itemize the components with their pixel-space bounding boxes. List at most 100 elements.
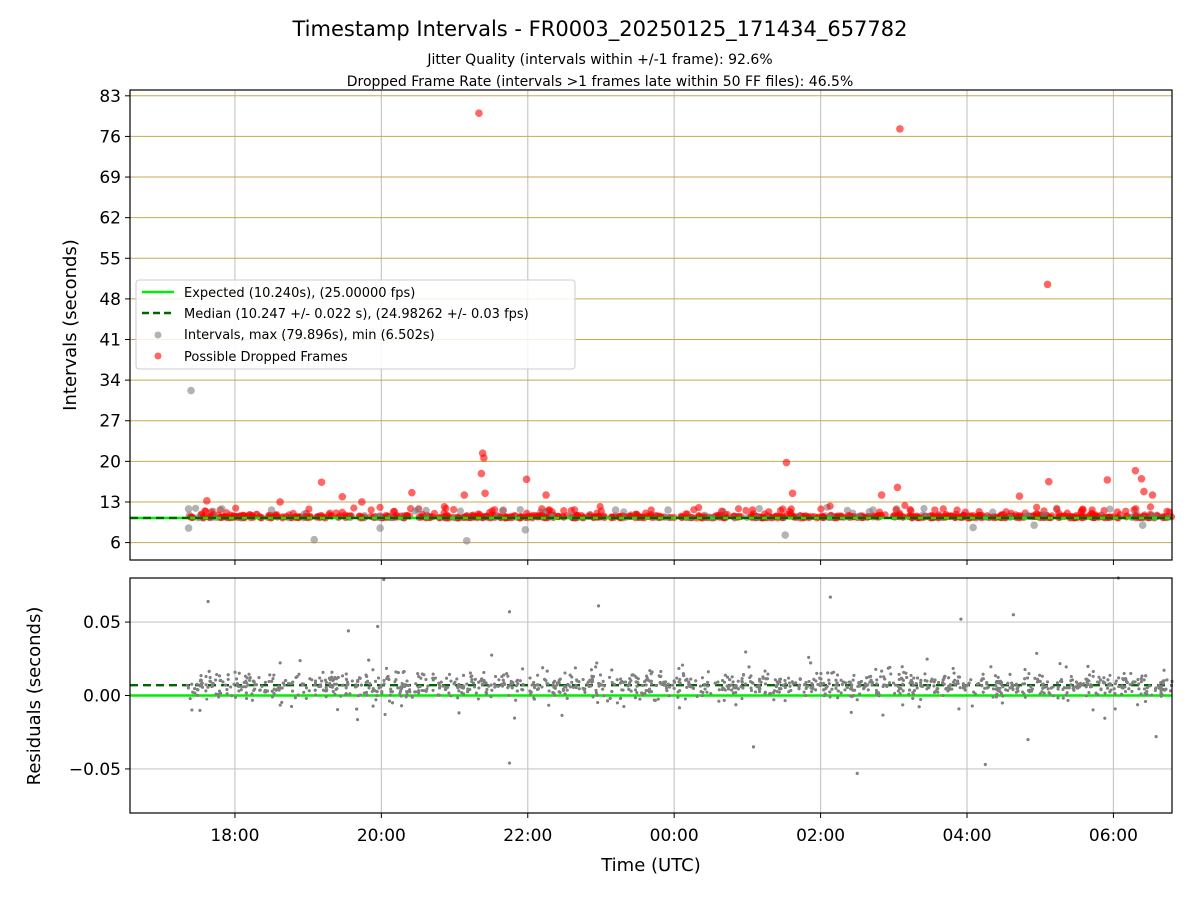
residual-band-point	[728, 678, 732, 682]
residual-band-point	[885, 685, 889, 689]
residual-band-point	[991, 687, 995, 691]
residual-band-point	[1023, 677, 1027, 681]
residual-band-point	[1128, 683, 1132, 687]
residual-band-point	[215, 673, 219, 677]
residual-band-point	[706, 684, 710, 688]
residual-band-point	[1113, 682, 1117, 686]
residual-band-point	[763, 690, 767, 694]
residual-band-point	[602, 694, 606, 698]
residual-band-point	[644, 678, 648, 682]
residual-band-point	[722, 687, 726, 691]
residual-band-point	[1131, 680, 1135, 684]
residual-band-point	[866, 683, 870, 687]
residual-band-point	[330, 675, 334, 679]
residual-band-point	[190, 708, 194, 712]
residual-band-point	[324, 685, 328, 689]
residual-band-point	[530, 683, 534, 687]
residual-band-point	[620, 679, 624, 683]
residual-band-point	[912, 689, 916, 693]
residual-band-point	[996, 675, 1000, 679]
residual-band-point	[370, 689, 374, 693]
residual-band-point	[606, 699, 610, 703]
interval-point	[267, 506, 276, 514]
residual-band-point	[276, 687, 280, 691]
intervals-y-tick-label: 41	[99, 331, 121, 351]
residual-point	[855, 771, 859, 775]
residual-band-point	[826, 671, 830, 675]
residual-band-point	[405, 679, 409, 683]
residual-band-point	[896, 689, 900, 693]
residual-band-point	[794, 681, 798, 685]
residual-band-point	[665, 686, 669, 690]
residual-band-point	[552, 685, 556, 689]
residual-band-point	[802, 683, 806, 687]
residual-band-point	[280, 686, 284, 690]
residual-band-point	[1016, 687, 1020, 691]
residual-band-point	[253, 683, 257, 687]
residual-band-point	[951, 667, 955, 671]
intervals-panel: 6 13 20 27 34 41 48 55 62 69 76 83 Intervals (secon…	[60, 87, 1176, 565]
residual-band-point	[233, 670, 237, 674]
residual-band-point	[870, 680, 874, 684]
residual-band-point	[783, 686, 787, 690]
residual-band-point	[1084, 685, 1088, 689]
residual-band-point	[815, 671, 819, 675]
residual-band-point	[814, 688, 818, 692]
residual-band-point	[685, 685, 689, 689]
residual-band-point	[672, 687, 676, 691]
residual-band-point	[731, 680, 735, 684]
residual-band-point	[251, 679, 255, 683]
residual-band-point	[1142, 687, 1146, 691]
residual-band-point	[677, 666, 681, 670]
residual-band-point	[744, 682, 748, 686]
residual-band-point	[278, 661, 282, 665]
intervals-y-tick-label: 83	[99, 87, 121, 107]
residual-band-point	[694, 679, 698, 683]
intervals-band-point	[485, 508, 494, 517]
residual-band-point	[994, 695, 998, 699]
residual-band-point	[819, 677, 823, 681]
residual-band-point	[266, 689, 270, 693]
residual-band-point	[1061, 687, 1065, 691]
residual-band-point	[947, 676, 951, 680]
dropped-frame-point	[542, 491, 550, 499]
residual-band-point	[822, 688, 826, 692]
residual-band-point	[852, 694, 856, 698]
residual-band-point	[615, 678, 619, 682]
residual-band-point	[1091, 674, 1095, 678]
residual-band-point	[703, 687, 707, 691]
residual-band-point	[1165, 678, 1169, 682]
residual-point	[828, 595, 832, 599]
residual-band-point	[732, 686, 736, 690]
residual-band-point	[830, 687, 834, 691]
residual-band-point	[1164, 687, 1168, 691]
residual-band-point	[1029, 685, 1033, 689]
residual-band-point	[717, 688, 721, 692]
residual-band-point	[533, 686, 537, 690]
intervals-band-point	[779, 505, 787, 513]
residual-band-point	[396, 671, 400, 675]
residual-band-point	[622, 705, 626, 709]
residual-band-point	[240, 685, 244, 689]
residual-band-point	[405, 690, 409, 694]
residual-band-point	[1074, 680, 1078, 684]
residual-band-point	[855, 698, 859, 702]
residual-band-point	[198, 708, 202, 712]
residual-band-point	[1027, 672, 1031, 676]
residual-band-point	[827, 682, 831, 686]
intervals-band-point	[742, 506, 750, 515]
residual-band-point	[911, 691, 915, 695]
residual-band-point	[1091, 708, 1095, 712]
residual-band-point	[589, 668, 593, 672]
residual-band-point	[457, 683, 461, 687]
residual-band-point	[657, 674, 661, 678]
intervals-band-point	[906, 506, 914, 514]
residual-band-point	[373, 679, 377, 683]
residual-band-point	[225, 692, 229, 696]
residual-band-point	[219, 691, 223, 695]
residual-band-point	[318, 676, 322, 680]
residual-band-point	[736, 679, 740, 683]
residual-band-point	[619, 696, 623, 700]
residual-point	[1026, 737, 1030, 742]
residual-band-point	[847, 680, 851, 684]
